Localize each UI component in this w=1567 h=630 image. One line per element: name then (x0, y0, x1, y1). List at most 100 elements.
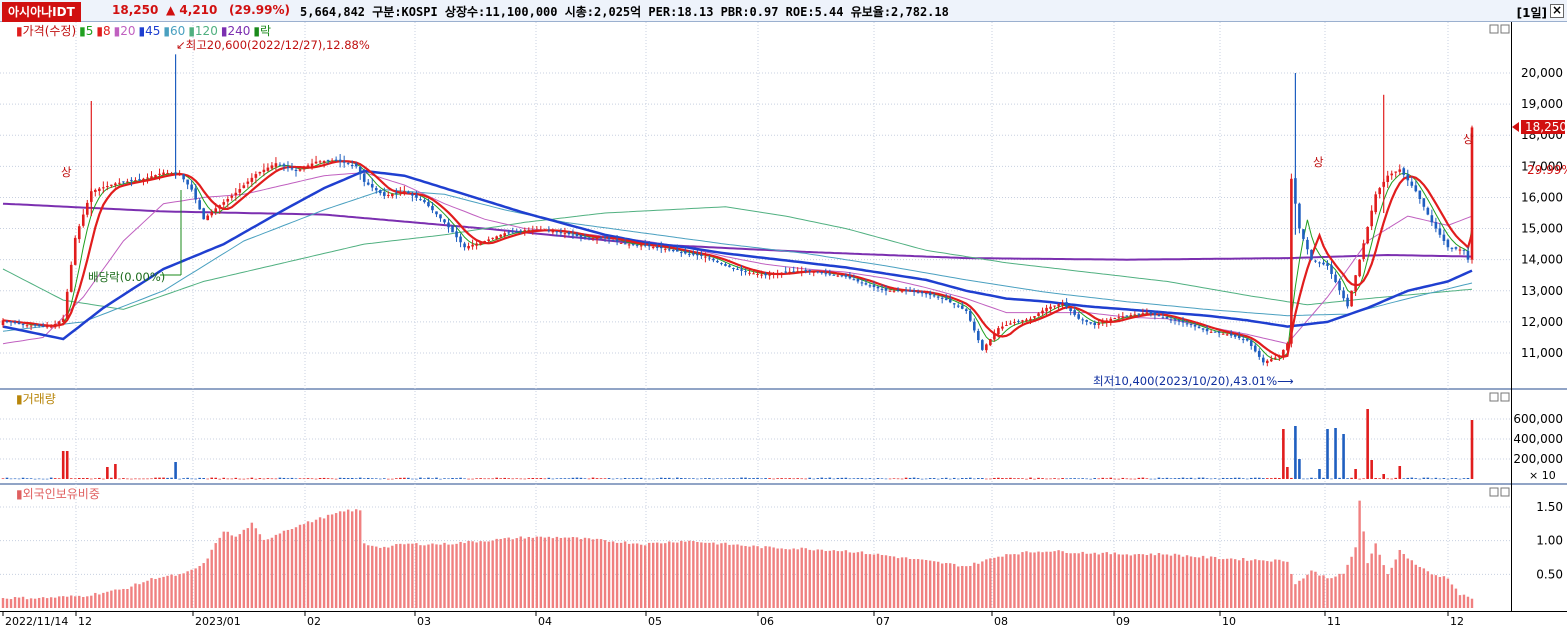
foreign-ownership-bar (9, 599, 13, 608)
foreign-ownership-bar (1129, 555, 1133, 608)
volume-bar (69, 478, 73, 479)
foreign-ownership-bar (752, 545, 755, 608)
volume-bar (627, 478, 631, 479)
candle-body (1386, 175, 1390, 182)
volume-bar (1378, 478, 1381, 479)
stock-name[interactable]: 아시아나IDT (2, 2, 81, 22)
candle-body (1057, 304, 1060, 307)
volume-bar (21, 477, 25, 479)
foreign-ownership-bar (443, 542, 446, 608)
volume-bar (350, 477, 354, 479)
price-panel[interactable] (0, 22, 1511, 388)
candle-body (848, 276, 852, 279)
y-tick-label: 1.00 (1536, 534, 1563, 548)
volume-bar (964, 478, 968, 479)
upper-limit-marker: 상 (1313, 155, 1324, 169)
volume-bar (374, 478, 378, 479)
foreign-ownership-bar (17, 597, 21, 608)
foreign-ownership-bar (346, 509, 350, 608)
foreign-ownership-bar (194, 568, 197, 608)
candle-body (804, 270, 808, 272)
foreign-ownership-bar (407, 543, 410, 608)
foreign-ownership-bar (555, 536, 559, 608)
volume-bar (808, 477, 812, 479)
x-tick-label: 03 (417, 615, 431, 628)
candle-body (1181, 321, 1185, 323)
x-tick-label: 09 (1116, 615, 1130, 628)
legend-item[interactable]: 락 (260, 24, 271, 38)
foreign-ownership-bar (1334, 576, 1337, 608)
volume-bar (391, 478, 394, 480)
foreign-ownership-bar (1185, 555, 1189, 608)
foreign-ownership-bar (1266, 561, 1269, 608)
candle-body (138, 179, 141, 181)
legend-item[interactable]: 45 (145, 24, 160, 38)
candle-body (1322, 262, 1325, 265)
panel-buttons[interactable] (1489, 24, 1510, 497)
period-selector[interactable]: [1일] (1516, 6, 1547, 20)
close-icon[interactable]: × (1550, 3, 1564, 18)
legend-item[interactable]: 60 (170, 24, 185, 38)
close-panel-icon[interactable] (1500, 487, 1510, 497)
foreign-ownership-bar (1454, 588, 1458, 608)
dividend-annotation: 배당락(0.00%) (88, 270, 165, 284)
volume-bar (836, 477, 840, 479)
foreign-ownership-bar (1197, 557, 1201, 608)
volume-bar (395, 478, 398, 479)
foreign-ownership-bar (499, 538, 502, 608)
minimize-icon[interactable] (1489, 392, 1499, 402)
volume-bar (447, 478, 450, 480)
candle-body (936, 296, 940, 298)
candle-body (395, 192, 398, 194)
foreign-ownership-bar (266, 539, 270, 608)
volume-bar (282, 477, 286, 479)
candle-body (1274, 357, 1277, 359)
candle-body (916, 292, 920, 294)
volume-bar (555, 478, 559, 479)
foreign-ownership-bar (844, 550, 848, 608)
candle-body (844, 275, 848, 277)
foreign-ownership-bar (1418, 566, 1422, 608)
legend-item[interactable]: 5 (86, 24, 94, 38)
volume-bar (1081, 478, 1084, 479)
y-tick-label: 1.50 (1536, 500, 1563, 514)
candle-body (1378, 188, 1381, 195)
candle-body (591, 237, 595, 239)
candle-body (1330, 265, 1333, 274)
volume-bar (274, 478, 278, 480)
minimize-icon[interactable] (1489, 24, 1499, 34)
candle-body (659, 246, 663, 249)
candle-body (627, 244, 631, 246)
candle-body (114, 183, 117, 186)
close-panel-icon[interactable] (1500, 24, 1510, 34)
candle-body (37, 324, 41, 326)
legend-item[interactable]: 120 (195, 24, 218, 38)
candle-body (1266, 360, 1269, 364)
minimize-icon[interactable] (1489, 487, 1499, 497)
legend-item[interactable]: 가격(수정) (23, 24, 77, 38)
foreign-ownership-bar (668, 541, 671, 608)
close-panel-icon[interactable] (1500, 392, 1510, 402)
candle-body (928, 292, 932, 296)
candle-body (912, 290, 916, 293)
volume-bar (1241, 478, 1245, 479)
foreign-ownership-bar (218, 537, 221, 608)
foreign-ownership-bar (924, 559, 928, 608)
foreign-ownership-bar (1390, 567, 1393, 608)
current-price-pointer-icon (1512, 122, 1519, 132)
legend-item[interactable]: 8 (103, 24, 111, 38)
volume-bar (194, 478, 197, 480)
legend-item[interactable]: 240 (227, 24, 250, 38)
foreign-ownership-bar (876, 553, 880, 608)
volume-bar (407, 477, 410, 479)
volume-panel[interactable] (0, 390, 1511, 483)
legend-item[interactable]: 20 (120, 24, 135, 38)
candle-body (908, 290, 912, 292)
y-tick-label: 19,000 (1521, 97, 1563, 111)
candle-body (439, 214, 442, 219)
volume-bar (475, 478, 478, 479)
volume-bar (94, 478, 97, 479)
candle-body (1253, 345, 1257, 352)
foreign-ownership-bar (1141, 554, 1145, 608)
